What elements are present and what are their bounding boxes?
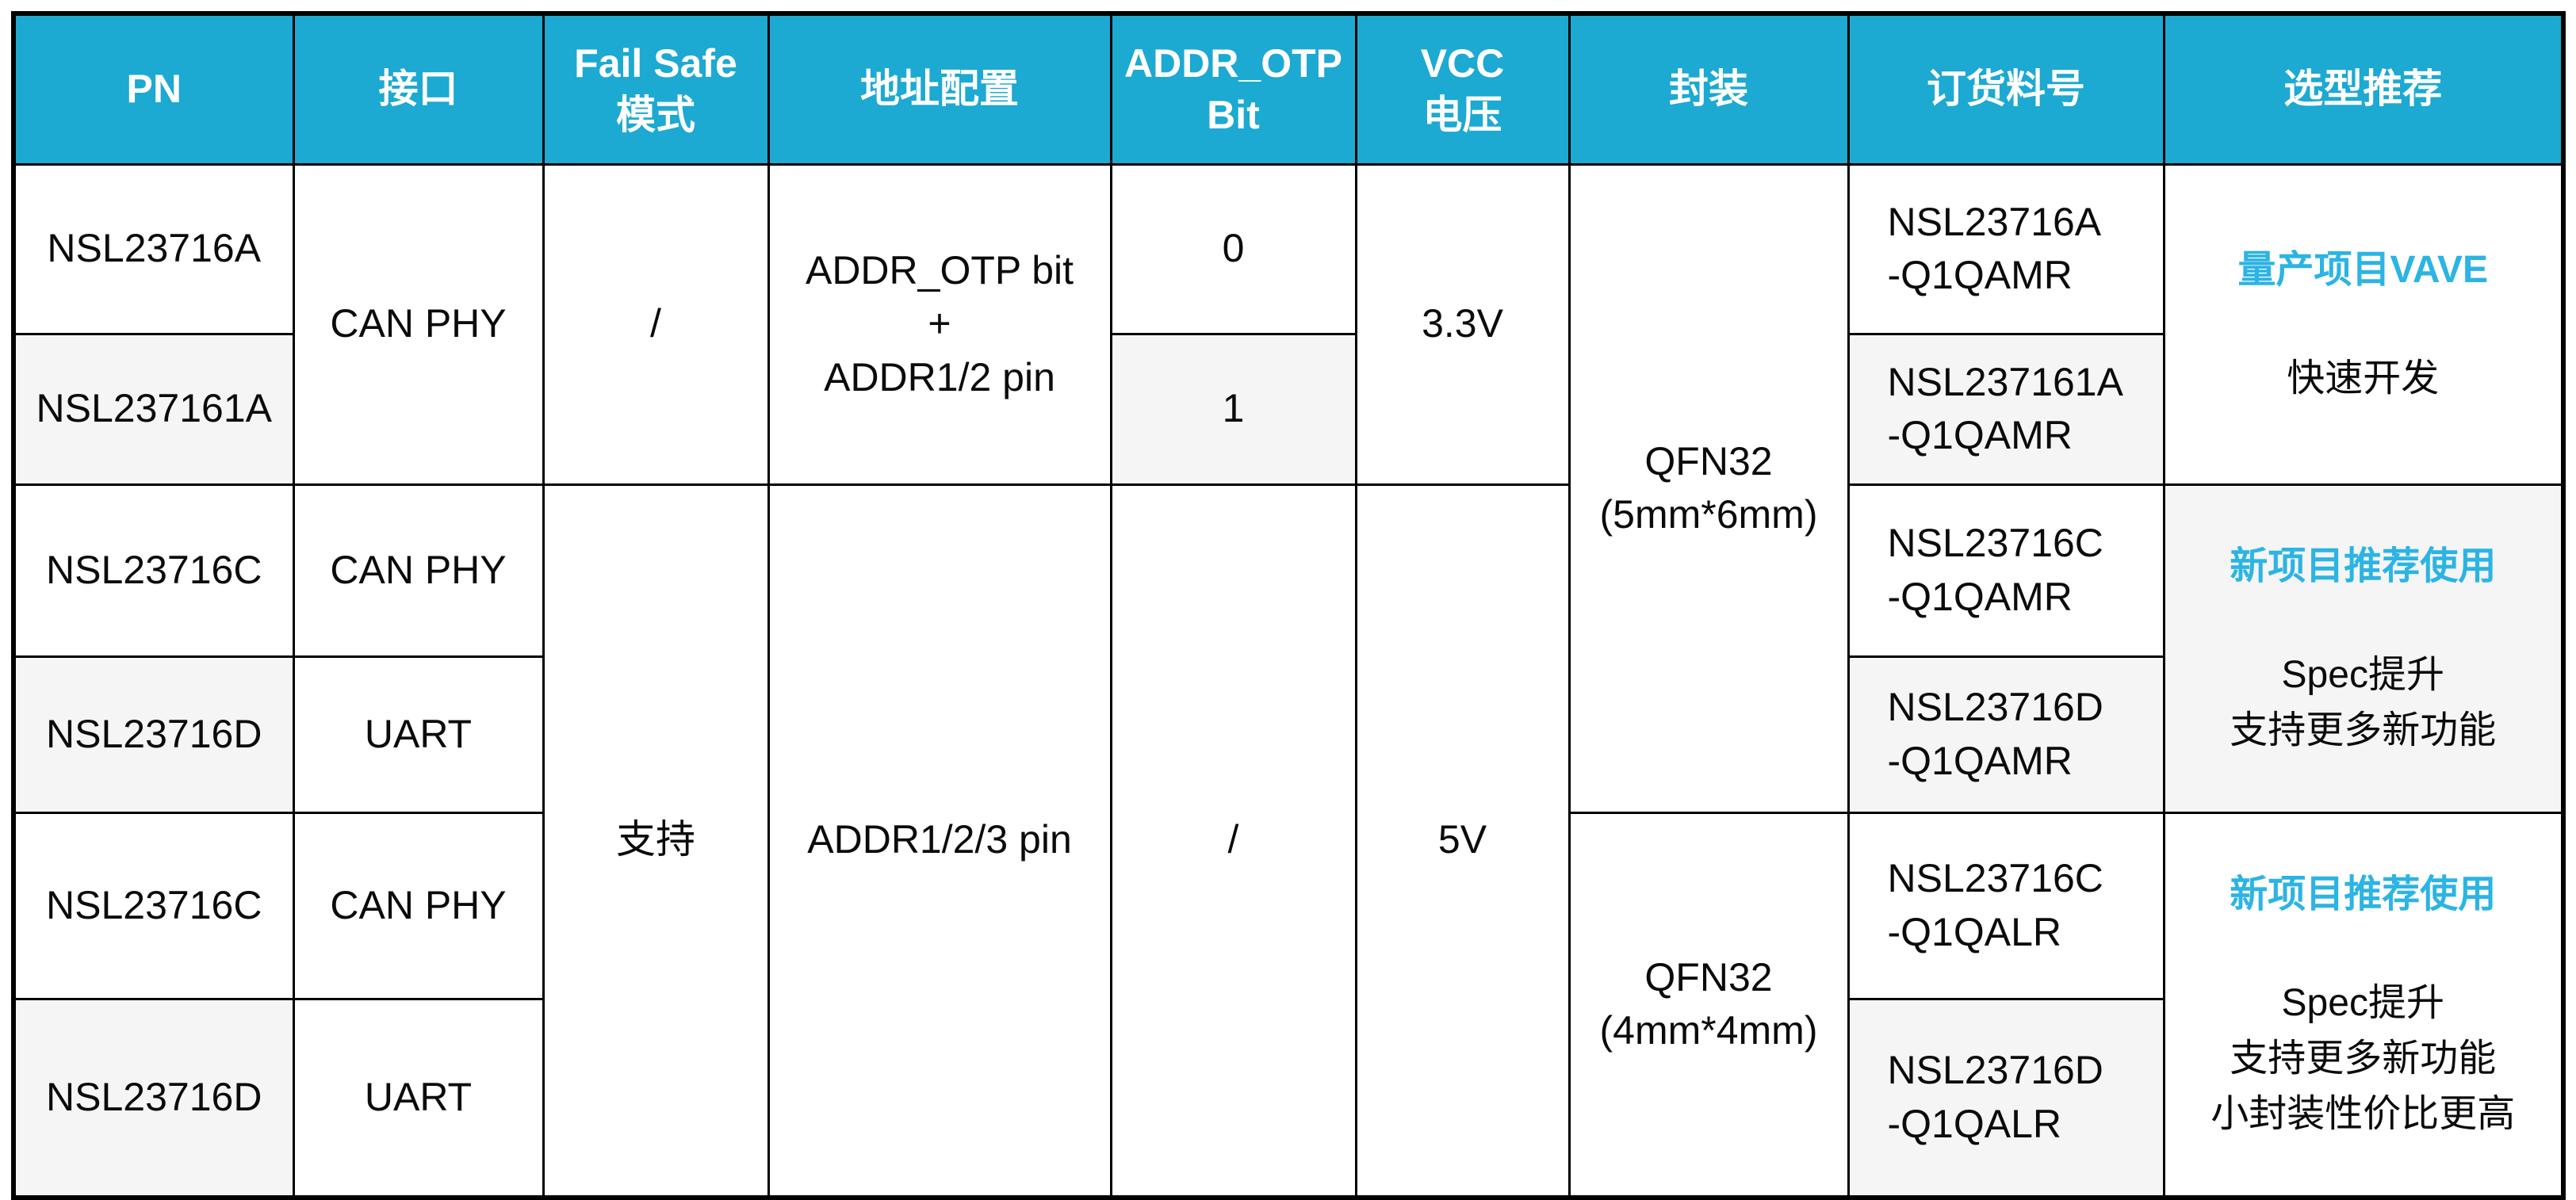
table-row-3: NSL23716C CAN PHY 支持 ADDR1/2/3 pin / 5V … [12,483,2565,1199]
fail-safe-cell: / [542,162,770,486]
header-cell-pn: PN [12,12,295,166]
header-row: PN 接口 Fail Safe 模式 地址配置 ADDR_OTP Bit VCC… [12,12,2565,166]
recommendation-highlight: 新项目推荐使用 [2230,545,2497,587]
order-pn-cell: NSL237161A -Q1QAMR [1847,332,2165,486]
pn-cell: NSL23716C [12,811,295,1000]
table-row-2: NSL237161A 1 NSL237161A -Q1QAMR [12,332,2563,486]
addr-otp-bit-cell: / [1109,483,1357,1199]
recommendation-highlight: 量产项目VAVE [2237,248,2489,291]
addr-otp-bit-cell: 1 [1109,332,1357,486]
header-cell-interface: 接口 [292,12,545,166]
product-selection-table: PN 接口 Fail Safe 模式 地址配置 ADDR_OTP Bit VCC… [11,11,2566,1200]
table-row-1: NSL23716A CAN PHY / ADDR_OTP bit + ADDR1… [12,162,2565,814]
recommendation-highlight: 新项目推荐使用 [2230,873,2497,916]
header-cell-order-pn: 订货料号 [1847,12,2165,166]
header-cell-package: 封装 [1567,12,1850,166]
vcc-cell: 3.3V [1354,162,1571,486]
order-pn-cell: NSL23716A -Q1QAMR [1847,162,2165,335]
pn-cell: NSL237161A [12,332,295,486]
recommendation-detail: Spec提升 支持更多新功能 小封装性价比更高 [2210,982,2516,1135]
recommendation-detail: 快速开发 [2287,357,2440,399]
interface-cell: CAN PHY [292,811,545,1000]
table-row-5: NSL23716C CAN PHY QFN32 (4mm*4mm) NSL237… [12,811,2565,1199]
vcc-cell: 5V [1354,483,1571,1199]
addr-config-cell: ADDR1/2/3 pin [767,483,1112,1199]
recommendation-detail: Spec提升 支持更多新功能 [2230,654,2497,751]
order-pn-cell: NSL23716D -Q1QALR [1847,997,2165,1199]
addr-config-cell: ADDR_OTP bit + ADDR1/2 pin [767,162,1112,486]
pn-cell: NSL23716C [12,483,295,658]
package-cell: QFN32 (4mm*4mm) [1567,811,1850,1199]
interface-cell: CAN PHY [292,483,545,658]
header-cell-vcc: VCC 电压 [1354,12,1571,166]
order-pn-cell: NSL23716D -Q1QAMR [1847,655,2165,814]
addr-otp-bit-cell: 0 [1109,162,1357,335]
fail-safe-cell: 支持 [542,483,770,1199]
order-pn-cell: NSL23716C -Q1QALR [1847,811,2165,1000]
pn-cell: NSL23716A [12,162,295,335]
pn-cell: NSL23716D [12,655,295,814]
header-cell-addr-otp-bit: ADDR_OTP Bit [1109,12,1357,166]
header-cell-addr-config: 地址配置 [767,12,1112,166]
order-pn-cell: NSL23716C -Q1QAMR [1847,483,2165,658]
recommendation-cell: 新项目推荐使用 Spec提升 支持更多新功能 小封装性价比更高 [2162,811,2565,1199]
interface-cell: UART [292,997,545,1199]
page: PN 接口 Fail Safe 模式 地址配置 ADDR_OTP Bit VCC… [11,11,2566,1200]
pn-cell: NSL23716D [12,997,295,1199]
package-cell: QFN32 (5mm*6mm) [1567,162,1850,814]
recommendation-cell: 量产项目VAVE 快速开发 [2162,162,2565,486]
interface-cell: UART [292,655,545,814]
header-cell-fail-safe: Fail Safe 模式 [542,12,770,166]
table-row-4: NSL23716D UART NSL23716D -Q1QAMR [12,655,2563,814]
interface-cell: CAN PHY [292,162,545,486]
header-cell-recommendation: 选型推荐 [2162,12,2565,166]
recommendation-cell: 新项目推荐使用 Spec提升 支持更多新功能 [2162,483,2565,814]
